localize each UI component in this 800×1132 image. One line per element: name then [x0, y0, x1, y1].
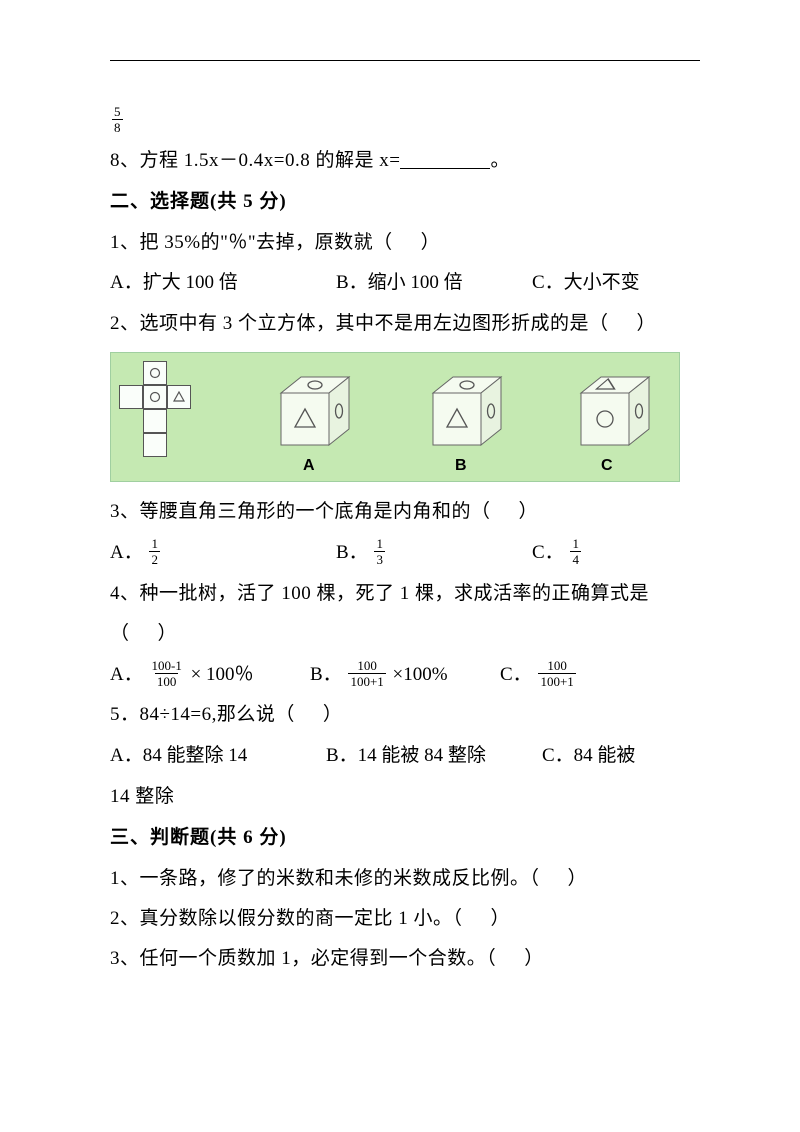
q8-prefix: 8、方程 1.5x－0.4x=0.8 的解是 x= — [110, 150, 400, 171]
s2q4-options: A． 100-1 100 × 100％ B． 100 100+1 ×100% C… — [110, 654, 700, 696]
s2q3-option-a[interactable]: A． 1 2 — [110, 532, 320, 574]
s2q5-option-a[interactable]: A．84 能整除 14 — [110, 735, 310, 777]
s2q1-option-b[interactable]: B．缩小 100 倍 — [336, 262, 516, 304]
fraction-1-4: 1 4 — [570, 537, 581, 566]
s2q3-options: A． 1 2 B． 1 3 C． 1 4 — [110, 532, 700, 574]
q8-suffix: 。 — [490, 150, 510, 171]
fraction-numerator: 5 — [112, 105, 123, 119]
fraction-denominator: 8 — [112, 119, 123, 134]
cube-label-c: C — [601, 457, 613, 475]
net-bottom1 — [143, 409, 167, 433]
s2q4-option-b[interactable]: B． 100 100+1 ×100% — [310, 654, 490, 696]
s2q4-option-c[interactable]: C． 100 100+1 — [500, 654, 578, 696]
s2q3-option-b[interactable]: B． 1 3 — [336, 532, 516, 574]
s2q1-options: A．扩大 100 倍 B．缩小 100 倍 C．大小不变 — [110, 262, 700, 304]
net-left — [119, 385, 143, 409]
s2q3-c-label: C． — [532, 542, 564, 563]
fraction-1-2: 1 2 — [149, 537, 160, 566]
s2q5-option-b[interactable]: B．14 能被 84 整除 — [326, 735, 526, 777]
s2q3-stem: 3、等腰直角三角形的一个底角是内角和的（ ） — [110, 492, 700, 532]
s3q1-line: 1、一条路，修了的米数和未修的米数成反比例。（） — [110, 859, 700, 899]
s2q1-option-c[interactable]: C．大小不变 — [532, 262, 640, 304]
net-top — [143, 361, 167, 385]
s3q3-line: 3、任何一个质数加 1，必定得到一个合数。（） — [110, 939, 700, 979]
cube-b-svg — [413, 371, 508, 451]
fraction-100-101b: 100 100+1 — [538, 659, 575, 688]
s2q5-options: A．84 能整除 14 B．14 能被 84 整除 C．84 能被 — [110, 735, 700, 777]
s2q3-a-label: A． — [110, 542, 143, 563]
s2q5-stem: 5．84÷14=6,那么说（） — [110, 695, 700, 735]
fraction-100-101a: 100 100+1 — [348, 659, 385, 688]
circle-icon — [149, 391, 161, 403]
triangle-icon — [173, 391, 185, 403]
cube-a[interactable] — [261, 371, 356, 451]
s2q2-text: 2、选项中有 3 个立方体，其中不是用左边图形折成的是（ — [110, 313, 609, 334]
s2q1-text: 1、把 35%的"％"去掉，原数就（ — [110, 232, 393, 253]
section-3-heading: 三、判断题(共 6 分) — [110, 817, 700, 859]
net-right — [167, 385, 191, 409]
s2q5-option-c[interactable]: C．84 能被 — [542, 735, 635, 777]
cube-label-b: B — [455, 457, 467, 475]
fraction-5-8: 5 8 — [112, 105, 123, 134]
s2q1-option-a[interactable]: A．扩大 100 倍 — [110, 262, 320, 304]
top-fraction: 5 8 — [110, 101, 700, 141]
fraction-100m1-100: 100-1 100 — [149, 659, 183, 688]
s2q3-close: ） — [519, 501, 539, 522]
q8-line: 8、方程 1.5x－0.4x=0.8 的解是 x= 。 — [110, 141, 700, 181]
s2q4-close: ） — [158, 623, 178, 644]
cube-c-svg — [561, 371, 656, 451]
section-2-heading: 二、选择题(共 5 分) — [110, 181, 700, 223]
s2q1-close: ） — [421, 232, 441, 253]
cube-c[interactable] — [561, 371, 656, 451]
s2q2-close: ） — [637, 313, 657, 334]
s2q3-b-label: B． — [336, 542, 368, 563]
s2q3-option-c[interactable]: C． 1 4 — [532, 532, 583, 574]
s2q4-option-a[interactable]: A． 100-1 100 × 100％ — [110, 654, 300, 696]
fraction-1-3: 1 3 — [374, 537, 385, 566]
s2q4-paren: （） — [110, 614, 700, 654]
s3q2-line: 2、真分数除以假分数的商一定比 1 小。（） — [110, 899, 700, 939]
cube-a-svg — [261, 371, 356, 451]
q8-blank[interactable] — [400, 150, 490, 169]
s2q2-stem: 2、选项中有 3 个立方体，其中不是用左边图形折成的是（ ） — [110, 304, 700, 344]
top-rule — [110, 60, 700, 61]
s2q3-text: 3、等腰直角三角形的一个底角是内角和的（ — [110, 501, 491, 522]
s2q4-stem: 4、种一批树，活了 100 棵，死了 1 棵，求成活率的正确算式是 — [110, 574, 700, 614]
net-bottom2 — [143, 433, 167, 457]
page: 5 8 8、方程 1.5x－0.4x=0.8 的解是 x= 。 二、选择题(共 5… — [0, 0, 800, 1018]
cube-figure: A B C — [110, 352, 680, 482]
s2q1-stem: 1、把 35%的"％"去掉，原数就（ ） — [110, 223, 700, 263]
net-center — [143, 385, 167, 409]
cube-b[interactable] — [413, 371, 508, 451]
s2q4-open: （ — [110, 623, 130, 644]
cube-label-a: A — [303, 457, 315, 475]
circle-icon — [149, 367, 161, 379]
s2q5-c-cont: 14 整除 — [110, 777, 700, 817]
